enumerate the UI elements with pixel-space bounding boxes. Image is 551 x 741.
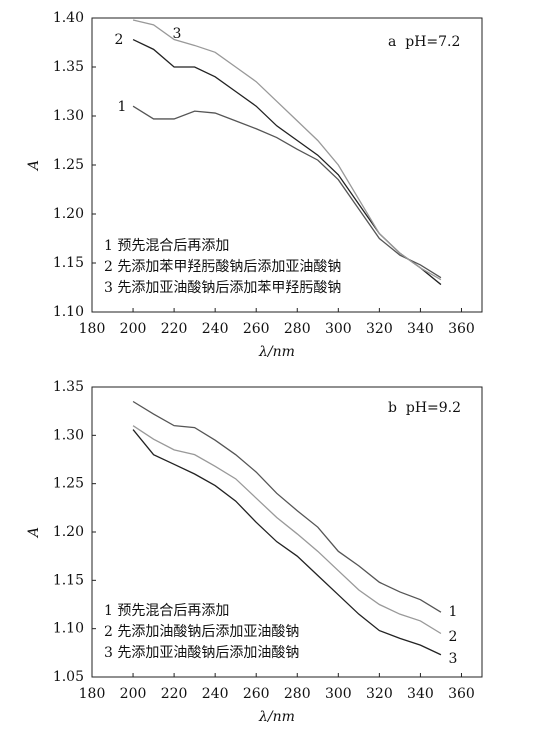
curve-label: 2 — [115, 32, 124, 48]
curve-label: 1 — [449, 604, 458, 620]
curve-label: 3 — [449, 651, 458, 667]
legend-entry: 3 先添加亚油酸钠后添加油酸钠 — [104, 645, 299, 661]
y-tick-label: 1.10 — [53, 621, 84, 637]
panel-label: a pH=7.2 — [388, 34, 460, 50]
data-line — [132, 425, 442, 635]
y-tick-label: 1.10 — [53, 304, 84, 320]
curve-label: 1 — [118, 99, 127, 115]
x-tick-label: 340 — [407, 686, 434, 702]
y-tick-label: 1.15 — [53, 572, 84, 588]
data-line — [132, 19, 442, 281]
x-tick-label: 260 — [243, 686, 270, 702]
curve-label: 3 — [173, 26, 182, 42]
x-tick-label: 240 — [202, 686, 229, 702]
x-tick-label: 280 — [284, 321, 311, 337]
y-tick-label: 1.25 — [53, 476, 84, 492]
x-tick-label: 320 — [366, 686, 393, 702]
x-tick-label: 360 — [448, 686, 475, 702]
x-tick-label: 180 — [79, 686, 106, 702]
y-tick-label: 1.20 — [53, 524, 84, 540]
y-tick-label: 1.15 — [53, 255, 84, 271]
x-tick-label: 260 — [243, 321, 270, 337]
legend-entry: 2 先添加油酸钠后添加亚油酸钠 — [104, 624, 299, 640]
x-tick-label: 180 — [79, 321, 106, 337]
y-tick-label: 1.35 — [53, 379, 84, 395]
y-axis-label: A — [26, 527, 42, 539]
legend-entry: 1 预先混合后再添加 — [104, 238, 229, 254]
curve-label: 2 — [449, 629, 458, 645]
y-tick-label: 1.20 — [53, 206, 84, 222]
y-tick-label: 1.30 — [53, 427, 84, 443]
y-tick-label: 1.30 — [53, 108, 84, 124]
x-tick-label: 240 — [202, 321, 229, 337]
x-tick-label: 360 — [448, 321, 475, 337]
x-tick-label: 220 — [161, 321, 188, 337]
y-tick-label: 1.40 — [53, 10, 84, 26]
x-tick-label: 300 — [325, 321, 352, 337]
x-axis-label: λ/nm — [258, 709, 295, 725]
panel-label: b pH=9.2 — [388, 400, 461, 416]
x-tick-label: 300 — [325, 686, 352, 702]
x-tick-label: 280 — [284, 686, 311, 702]
x-tick-label: 200 — [120, 321, 147, 337]
legend-entry: 2 先添加苯甲羟肟酸钠后添加亚油酸钠 — [104, 258, 341, 275]
x-axis-label: λ/nm — [258, 344, 295, 360]
data-line — [132, 400, 442, 613]
y-tick-label: 1.05 — [53, 669, 84, 685]
data-line — [132, 429, 442, 656]
x-tick-label: 200 — [120, 686, 147, 702]
y-axis-label: A — [26, 160, 42, 172]
legend-entry: 1 预先混合后再添加 — [104, 603, 229, 619]
y-tick-label: 1.35 — [53, 59, 84, 75]
x-tick-label: 340 — [407, 321, 434, 337]
data-line — [132, 105, 442, 279]
x-tick-label: 220 — [161, 686, 188, 702]
legend-entry: 3 先添加亚油酸钠后添加苯甲羟肟酸钠 — [104, 279, 341, 296]
y-tick-label: 1.25 — [53, 157, 84, 173]
x-tick-label: 320 — [366, 321, 393, 337]
